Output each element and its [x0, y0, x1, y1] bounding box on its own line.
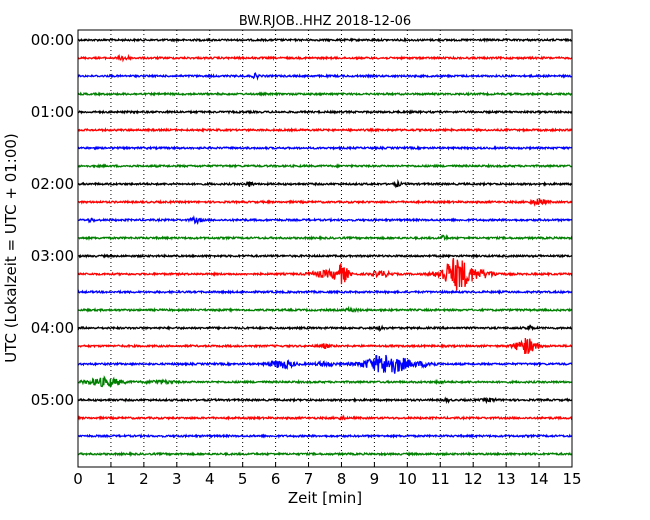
trace-0145	[77, 163, 573, 169]
y-tick-label: 04:00	[31, 319, 74, 337]
x-tick-label: 13	[497, 470, 516, 488]
traces-group	[77, 37, 573, 458]
x-tick-label: 12	[464, 470, 483, 488]
x-tick-label: 2	[139, 470, 149, 488]
y-tick-label: 01:00	[31, 103, 74, 121]
trace-0530	[77, 432, 573, 439]
trace-0030	[77, 72, 573, 81]
trace-0215	[77, 198, 573, 207]
trace-0000	[77, 37, 573, 43]
trace-0230	[77, 214, 573, 225]
x-tick-label: 6	[271, 470, 281, 488]
trace-0400	[77, 324, 573, 333]
x-tick-label: 8	[337, 470, 347, 488]
x-axis: 0 1 2 3 4 5 6 7 8 9 10 11 12 13 14 15	[73, 462, 582, 488]
trace-0115	[77, 127, 573, 133]
trace-0045	[77, 91, 573, 97]
x-tick-label: 0	[73, 470, 83, 488]
y-axis: 00:00 01:00 02:00 03:00 04:00 05:00	[31, 31, 83, 409]
x-tick-label: 14	[530, 470, 549, 488]
trace-0130	[77, 145, 573, 151]
trace-0015	[77, 53, 573, 63]
trace-0300	[77, 253, 573, 259]
trace-0345	[77, 305, 573, 314]
y-tick-label: 00:00	[31, 31, 74, 49]
trace-0515	[77, 414, 573, 421]
plot-frame	[77, 29, 573, 468]
y-tick-label: 02:00	[31, 175, 74, 193]
x-tick-label: 15	[562, 470, 581, 488]
x-tick-label: 7	[304, 470, 314, 488]
y-tick-label: 03:00	[31, 247, 74, 265]
trace-0545	[77, 451, 573, 458]
x-tick-label: 10	[398, 470, 417, 488]
x-tick-label: 11	[431, 470, 450, 488]
y-tick-label: 05:00	[31, 391, 74, 409]
y-axis-label: UTC (Lokalzeit = UTC + 01:00)	[2, 133, 20, 363]
trace-0445	[77, 375, 573, 388]
x-tick-label: 4	[205, 470, 215, 488]
x-tick-label: 3	[172, 470, 182, 488]
x-axis-label: Zeit [min]	[288, 489, 362, 507]
x-tick-label: 5	[238, 470, 248, 488]
trace-0315	[77, 257, 573, 291]
x-tick-label: 1	[106, 470, 116, 488]
trace-0330	[77, 289, 573, 296]
trace-0500	[77, 396, 573, 405]
trace-0245	[77, 233, 573, 242]
grid-lines	[110, 30, 540, 467]
trace-0415	[77, 338, 573, 355]
trace-0430	[77, 354, 573, 374]
x-tick-label: 9	[370, 470, 380, 488]
trace-0100	[77, 109, 573, 115]
trace-0200	[77, 178, 573, 189]
chart-title: BW.RJOB..HHZ 2018-12-06	[239, 14, 411, 29]
